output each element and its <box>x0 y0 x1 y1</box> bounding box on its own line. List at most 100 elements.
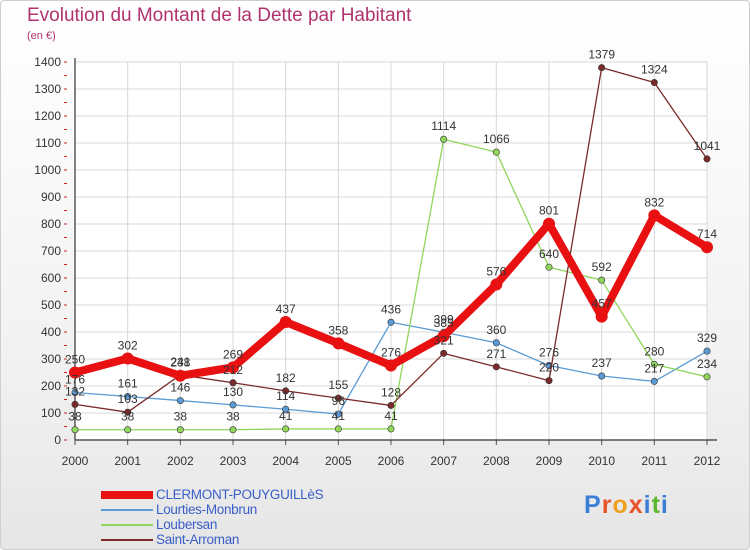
data-label: 437 <box>276 302 296 316</box>
data-label: 280 <box>644 344 664 358</box>
data-label: 96 <box>332 394 346 408</box>
data-label: 38 <box>174 410 188 424</box>
data-label: 220 <box>539 361 559 375</box>
data-point <box>227 361 239 374</box>
data-point <box>176 426 184 434</box>
data-point <box>598 276 606 284</box>
legend-label: CLERMONT-POUYGUILLèS <box>156 487 324 502</box>
data-point <box>71 426 79 434</box>
data-point <box>701 241 713 254</box>
data-point <box>543 217 555 230</box>
data-point <box>69 366 81 379</box>
data-point <box>598 64 606 72</box>
legend-swatch <box>101 539 153 541</box>
data-label: 801 <box>539 204 559 218</box>
data-label: 41 <box>384 409 398 423</box>
x-tick-label: 2010 <box>588 454 615 468</box>
data-label: 241 <box>170 355 190 369</box>
data-label: 592 <box>592 260 612 274</box>
data-label: 128 <box>381 385 401 399</box>
data-point <box>229 426 237 434</box>
data-point <box>282 387 290 395</box>
data-point <box>650 79 658 87</box>
data-label: 114 <box>276 389 295 403</box>
data-point <box>279 316 292 329</box>
data-label: 360 <box>486 323 506 337</box>
data-label: 130 <box>223 385 243 399</box>
data-point <box>387 425 395 433</box>
legend-swatch <box>101 491 153 499</box>
data-label: 329 <box>697 331 717 345</box>
x-tick-label: 2011 <box>641 454 667 468</box>
data-point <box>229 401 237 409</box>
data-label: 276 <box>381 345 401 359</box>
data-point <box>650 377 658 385</box>
logo-letter: i <box>643 491 652 519</box>
data-point <box>703 347 711 355</box>
data-point <box>650 360 658 368</box>
data-label: 237 <box>592 356 612 370</box>
y-tick-label: 700 <box>41 244 61 258</box>
data-label: 132 <box>65 384 85 398</box>
logo-letter: o <box>612 491 629 519</box>
data-label: 832 <box>644 195 664 209</box>
data-label: 576 <box>486 264 506 278</box>
logo-letter: P <box>584 491 602 519</box>
data-point <box>121 352 134 365</box>
data-point <box>71 400 79 408</box>
data-point <box>387 318 395 326</box>
data-label: 41 <box>332 409 346 423</box>
data-point <box>492 363 500 371</box>
data-label: 385 <box>434 316 454 330</box>
x-tick-label: 2006 <box>378 454 405 468</box>
chart-title: Evolution du Montant de la Dette par Hab… <box>27 5 412 26</box>
y-tick-label: 1400 <box>34 55 61 69</box>
data-label: 161 <box>118 377 138 391</box>
x-tick-label: 2009 <box>536 454 563 468</box>
data-point <box>437 330 450 343</box>
x-tick-label: 2002 <box>167 454 194 468</box>
y-tick-label: 500 <box>41 298 61 312</box>
data-label: 212 <box>223 363 243 377</box>
y-tick-label: 1200 <box>34 109 61 123</box>
x-tick-label: 2005 <box>325 454 352 468</box>
data-label: 358 <box>328 323 348 337</box>
data-point <box>492 339 500 347</box>
legend-swatch <box>101 509 153 511</box>
data-point <box>440 349 448 357</box>
data-label: 38 <box>68 410 82 424</box>
data-point <box>595 310 608 323</box>
data-label: 234 <box>697 357 717 371</box>
data-point <box>385 359 397 372</box>
data-label: 38 <box>121 410 135 424</box>
data-label: 714 <box>697 227 717 241</box>
data-point <box>492 148 500 156</box>
data-label: 217 <box>644 361 664 375</box>
legend-label: Loubersan <box>156 517 218 532</box>
data-point <box>124 426 132 434</box>
data-label: 276 <box>539 345 559 359</box>
data-label: 176 <box>65 372 85 386</box>
data-label: 146 <box>170 381 190 395</box>
data-label: 1066 <box>483 132 510 146</box>
data-label: 271 <box>486 347 506 361</box>
x-tick-label: 2000 <box>62 454 89 468</box>
y-tick-label: 1100 <box>35 136 61 150</box>
logo-letter: x <box>628 491 644 519</box>
data-point <box>332 337 345 350</box>
data-label: 321 <box>434 333 454 347</box>
y-tick-label: 100 <box>41 406 61 420</box>
legend-label: Saint-Arroman <box>156 532 240 547</box>
data-label: 103 <box>118 392 138 406</box>
logo-letter: i <box>660 491 669 519</box>
data-label: 1114 <box>431 119 456 133</box>
x-tick-label: 2007 <box>430 454 457 468</box>
data-point <box>440 135 448 143</box>
data-point <box>174 369 187 382</box>
x-tick-label: 2003 <box>220 454 247 468</box>
data-label: 38 <box>226 410 240 424</box>
y-tick-label: 200 <box>41 379 61 393</box>
logo-letter: t <box>651 491 661 519</box>
data-label: 640 <box>539 247 559 261</box>
data-point <box>124 393 132 401</box>
